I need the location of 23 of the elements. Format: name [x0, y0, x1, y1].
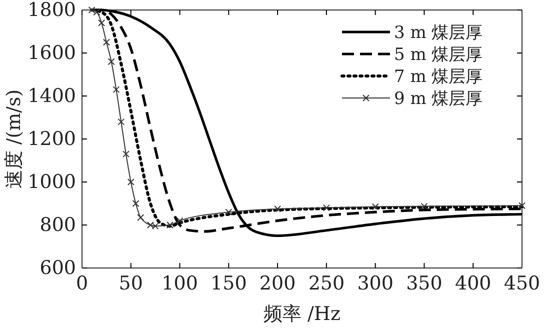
legend-label: 7 m 煤层厚 — [394, 67, 483, 87]
y-tick-label: 800 — [40, 214, 76, 236]
x-tick-label: 200 — [259, 272, 296, 294]
x-tick-label: 300 — [357, 272, 394, 294]
x-tick-label: 100 — [162, 272, 198, 294]
y-tick-label: 1800 — [28, 0, 76, 22]
y-tick-label: 1600 — [28, 42, 76, 64]
y-tick-label: 1400 — [28, 85, 76, 108]
x-tick-label: 400 — [454, 272, 492, 294]
legend-label: 3 m 煤层厚 — [394, 23, 483, 43]
x-tick-label: 250 — [308, 272, 345, 294]
legend-label: 5 m 煤层厚 — [394, 45, 483, 65]
x-tick-label: 450 — [504, 272, 540, 294]
x-tick-label: 0 — [76, 272, 88, 294]
y-tick-label: 1200 — [28, 128, 76, 150]
x-tick-label: 150 — [210, 272, 247, 294]
y-tick-label: 600 — [40, 257, 76, 280]
y-axis-title: 速度 /(m/s) — [3, 89, 25, 189]
x-tick-label: 350 — [406, 272, 442, 294]
legend-label: 9 m 煤层厚 — [394, 89, 483, 109]
x-tick-label: 50 — [118, 272, 143, 294]
x-axis-title: 频率 /Hz — [263, 303, 341, 325]
y-tick-label: 1000 — [28, 171, 76, 194]
